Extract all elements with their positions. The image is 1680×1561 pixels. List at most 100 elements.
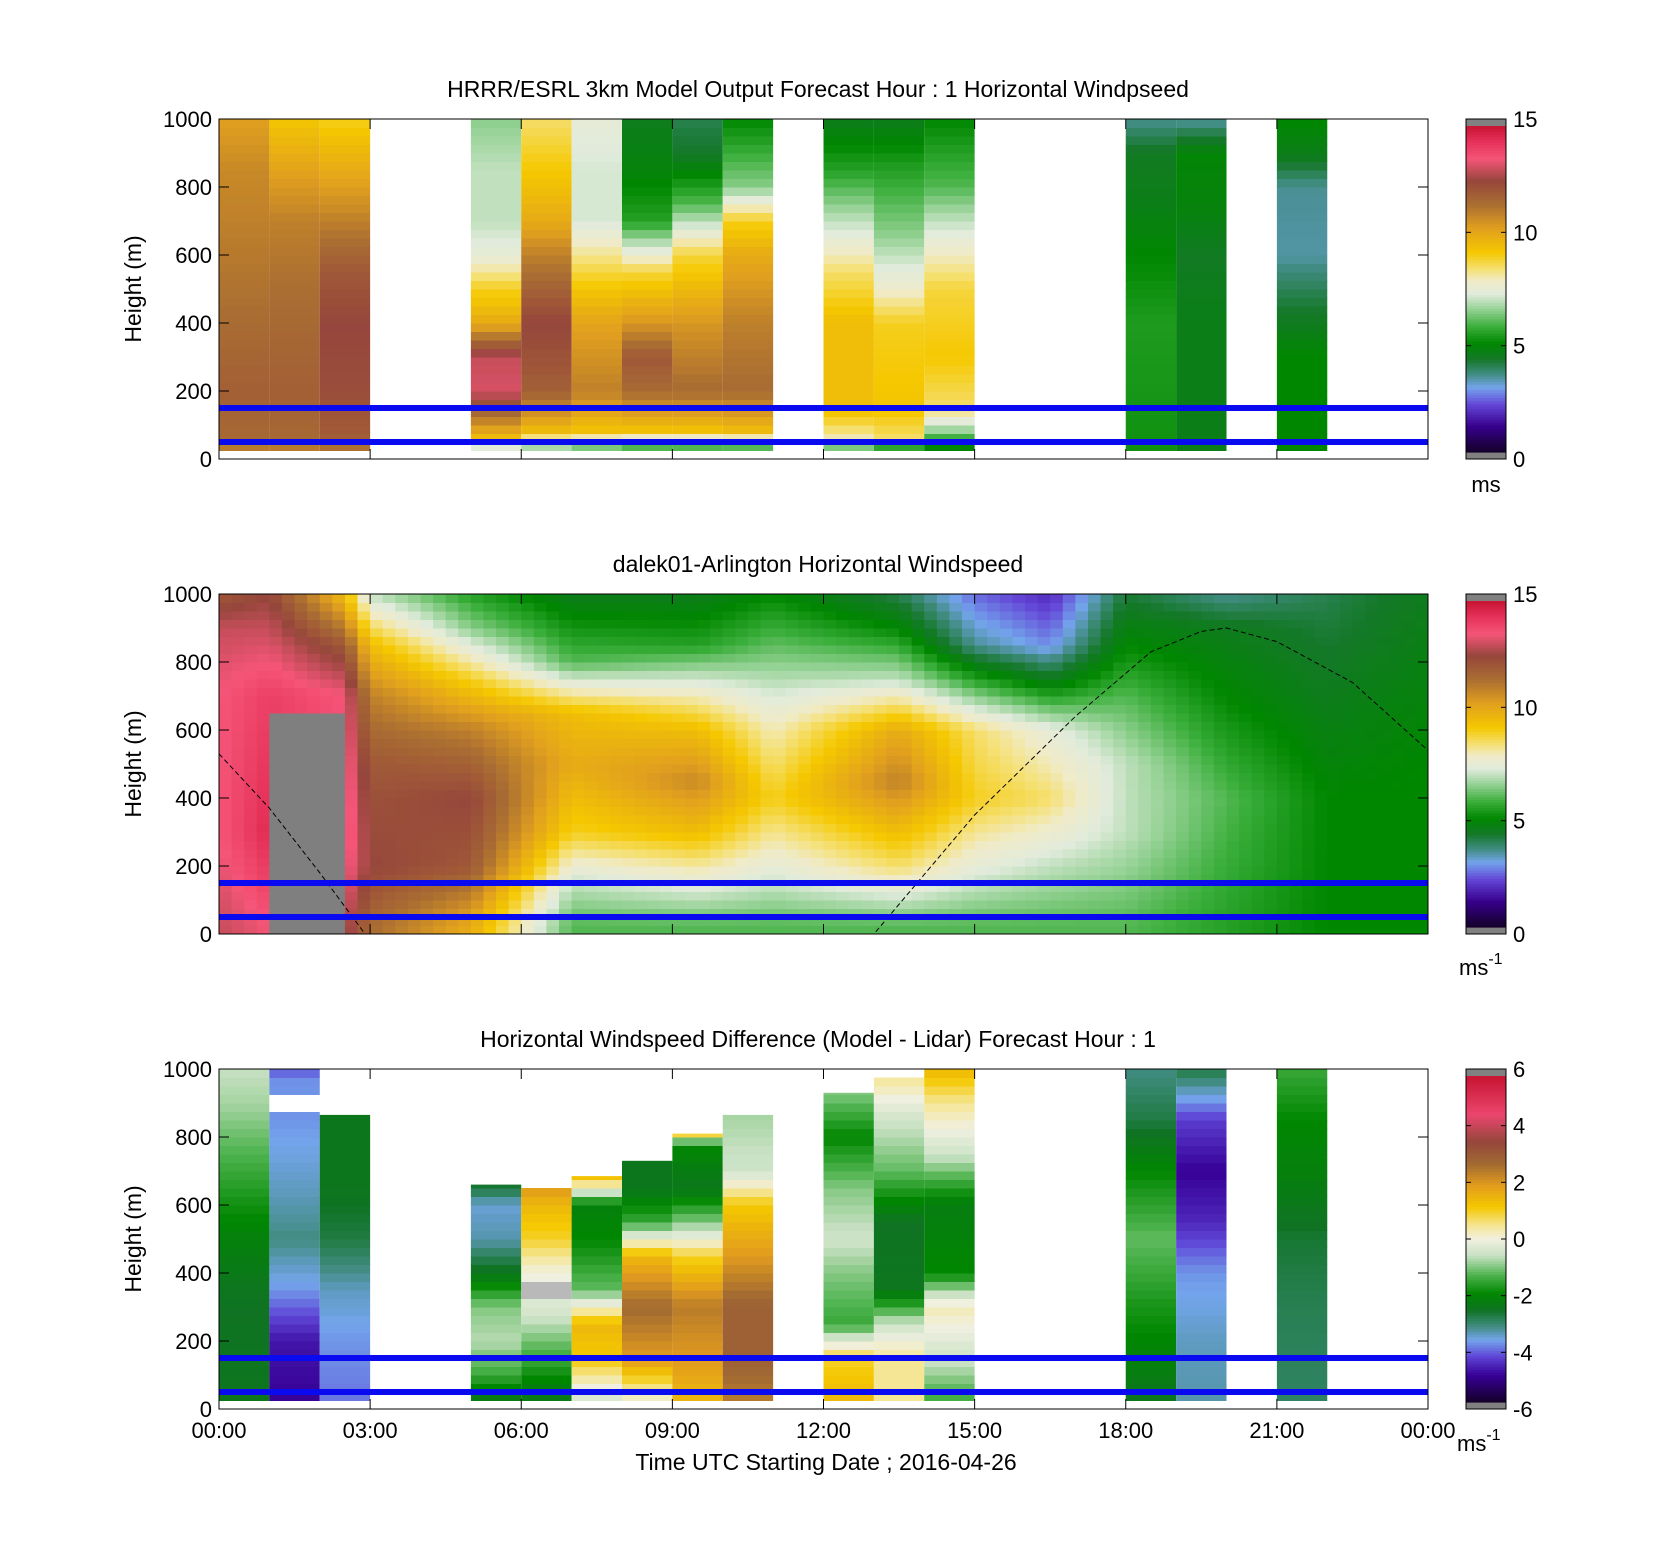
heatmap-cell	[319, 331, 371, 341]
heatmap-cell	[269, 212, 320, 222]
colorbar-segment	[1466, 609, 1506, 613]
heatmap-cell	[785, 900, 799, 909]
heatmap-cell	[1037, 815, 1051, 824]
heatmap-cell	[1188, 628, 1202, 637]
heatmap-cell	[1176, 602, 1190, 612]
heatmap-cell	[269, 1188, 320, 1197]
heatmap-cell	[622, 772, 636, 782]
heatmap-cell	[697, 891, 711, 901]
heatmap-cell	[924, 178, 975, 188]
heatmap-cell	[785, 840, 799, 850]
heatmap-cell	[307, 883, 321, 892]
heatmap-cell	[294, 645, 308, 654]
heatmap-cell	[722, 144, 774, 154]
heatmap-cell	[1365, 883, 1379, 892]
heatmap-cell	[559, 713, 573, 722]
heatmap-cell	[458, 781, 472, 790]
heatmap-cell	[810, 772, 824, 782]
heatmap-cell	[1150, 917, 1165, 926]
heatmap-cell	[1037, 679, 1051, 688]
heatmap-cell	[760, 891, 774, 901]
heatmap-cell	[1176, 365, 1227, 375]
heatmap-cell	[269, 1205, 320, 1214]
heatmap-cell	[1025, 840, 1039, 850]
heatmap-cell	[1125, 187, 1177, 196]
heatmap-cell	[521, 662, 535, 671]
heatmap-cell	[319, 238, 371, 247]
heatmap-cell	[911, 738, 925, 748]
heatmap-cell	[521, 704, 535, 714]
heatmap-cell	[382, 832, 396, 841]
colorbar-segment	[1466, 696, 1506, 700]
colorbar-segment	[1466, 660, 1506, 665]
heatmap-cell	[571, 840, 585, 850]
heatmap-cell	[1075, 755, 1089, 765]
heatmap-cell	[1352, 704, 1366, 714]
heatmap-cell	[747, 636, 762, 646]
heatmap-cell	[1239, 645, 1253, 654]
heatmap-cell	[999, 713, 1013, 722]
heatmap-cell	[760, 721, 774, 731]
heatmap-cell	[987, 840, 1001, 850]
heatmap-cell	[1125, 602, 1139, 612]
heatmap-cell	[684, 908, 699, 918]
heatmap-cell	[785, 653, 799, 663]
heatmap-cell	[659, 900, 673, 909]
heatmap-cell	[647, 815, 661, 824]
heatmap-cell	[697, 738, 711, 748]
heatmap-cell	[1125, 772, 1139, 782]
heatmap-cell	[1251, 679, 1265, 688]
heatmap-cell	[924, 755, 938, 765]
heatmap-cell	[773, 679, 787, 688]
heatmap-cell	[1050, 713, 1064, 722]
heatmap-cell	[760, 908, 774, 918]
heatmap-cell	[962, 781, 976, 790]
heatmap-cell	[1075, 764, 1089, 773]
heatmap-cell	[823, 280, 874, 290]
heatmap-cell	[899, 866, 913, 875]
heatmap-cell	[559, 696, 573, 705]
heatmap-cell	[521, 1256, 572, 1265]
heatmap-cell	[508, 874, 522, 884]
heatmap-cell	[622, 866, 636, 875]
heatmap-cell	[672, 153, 723, 162]
heatmap-cell	[1213, 619, 1227, 629]
heatmap-cell	[949, 857, 963, 867]
heatmap-cell	[370, 866, 384, 875]
heatmap-cell	[1314, 883, 1328, 892]
heatmap-cell	[697, 602, 711, 612]
heatmap-cell	[1390, 917, 1404, 926]
heatmap-cell	[1012, 713, 1026, 722]
heatmap-cell	[1188, 815, 1202, 824]
heatmap-cell	[1176, 144, 1227, 154]
heatmap-cell	[584, 832, 598, 841]
heatmap-cell	[1201, 849, 1215, 858]
heatmap-cell	[596, 908, 610, 918]
heatmap-cell	[974, 798, 988, 807]
heatmap-cell	[1390, 772, 1404, 782]
heatmap-cell	[999, 832, 1013, 841]
heatmap-cell	[1352, 925, 1366, 935]
heatmap-cell	[1188, 857, 1202, 867]
heatmap-cell	[533, 730, 547, 739]
heatmap-cell	[219, 798, 233, 807]
heatmap-cell	[1390, 721, 1404, 731]
heatmap-cell	[949, 866, 963, 875]
heatmap-cell	[659, 849, 673, 858]
heatmap-cell	[1050, 874, 1064, 884]
heatmap-cell	[1251, 645, 1265, 654]
heatmap-cell	[407, 840, 421, 850]
heatmap-cell	[584, 849, 598, 858]
heatmap-cell	[370, 908, 384, 918]
heatmap-cell	[382, 874, 396, 884]
heatmap-cell	[1251, 721, 1265, 731]
heatmap-cell	[332, 747, 346, 756]
heatmap-cell	[584, 679, 598, 688]
heatmap-cell	[1402, 925, 1416, 935]
heatmap-cell	[697, 772, 711, 782]
heatmap-cell	[722, 153, 774, 162]
heatmap-cell	[433, 900, 447, 909]
heatmap-cell	[1012, 764, 1026, 773]
heatmap-cell	[1125, 255, 1177, 264]
heatmap-cell	[1226, 687, 1240, 697]
